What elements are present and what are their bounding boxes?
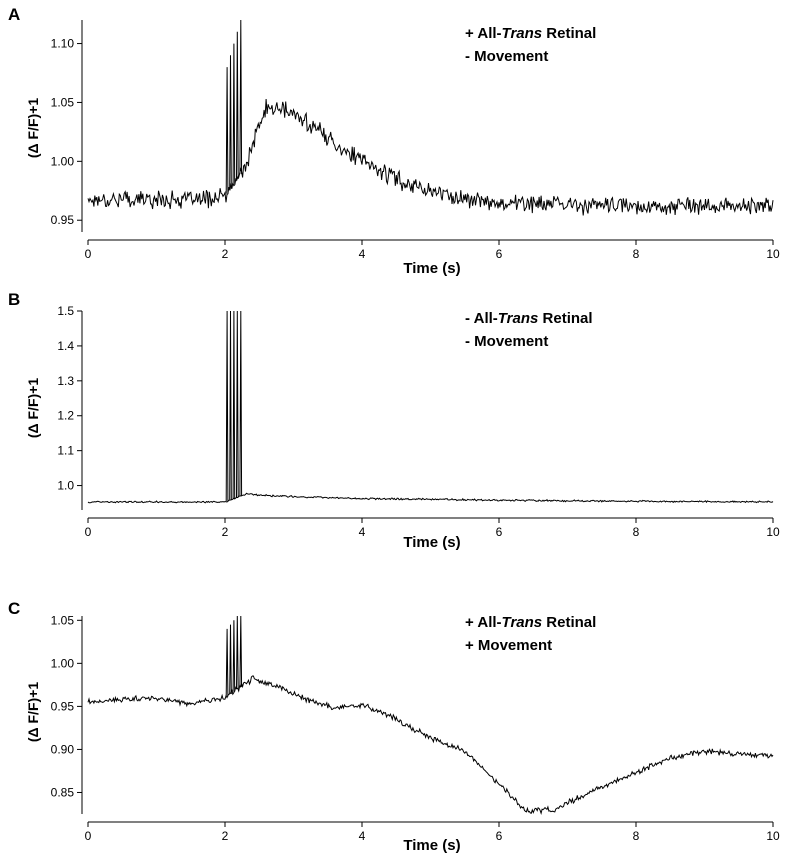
panel-a-y-tick-label: 1.10 <box>51 37 75 51</box>
panel-c-y-tick-label: 0.95 <box>51 699 75 713</box>
panel-c-stim-spike <box>239 615 243 687</box>
panel-b-trace <box>87 310 774 504</box>
panel-b-axes: 0 2 4 6 8 10 1.0 1.1 1.2 1.3 1.4 1.5 <box>57 304 780 539</box>
panel-a-stim-spike <box>225 67 229 194</box>
panel-c-stim-spike <box>225 628 229 697</box>
panel-b-legend-retinal: - All-Trans Retinal <box>465 310 593 327</box>
panel-c-stim-spike <box>229 624 232 695</box>
panel-c-x-tick-label: 8 <box>633 829 640 843</box>
panel-a-legend-movement: - Movement <box>465 48 548 65</box>
panel-b-legend-movement: - Movement <box>465 333 548 350</box>
panel-c-letter: C <box>8 599 20 618</box>
panel-c-y-tick-label: 1.00 <box>51 656 75 670</box>
panel-a-stim-spike <box>232 43 236 184</box>
panel-c: C 0 2 4 6 8 10 0.85 0.90 0.95 1.00 1.05 + All-Tran… <box>8 599 780 854</box>
panel-c-stim-spike <box>236 615 239 690</box>
panel-c-y-tick-label: 0.85 <box>51 785 75 799</box>
panel-a-trace <box>87 19 774 216</box>
panel-b-y-tick-label: 1.3 <box>57 374 74 388</box>
panel-a-y-tick-label: 0.95 <box>51 213 75 227</box>
panel-a-stim-spike <box>239 19 243 175</box>
panel-b-stim-spike <box>236 310 239 498</box>
panel-b-x-tick-label: 2 <box>222 525 229 539</box>
panel-c-y-tick-label: 1.05 <box>51 613 75 627</box>
panel-c-xlabel: Time (s) <box>403 837 460 854</box>
panel-c-legend-movement: + Movement <box>465 637 552 654</box>
panel-c-legend-retinal: + All-Trans Retinal <box>465 614 596 631</box>
panel-c-stim-spike <box>232 620 236 692</box>
panel-b-y-tick-label: 1.5 <box>57 304 74 318</box>
panel-a-stim-spike <box>229 55 232 189</box>
panel-a-letter: A <box>8 5 20 24</box>
panel-b-x-tick-label: 4 <box>359 525 366 539</box>
panel-b-letter: B <box>8 290 20 309</box>
panel-a-trace-line <box>87 98 774 216</box>
panel-b-x-tick-label: 0 <box>85 525 92 539</box>
panel-a-y-tick-label: 1.05 <box>51 95 75 109</box>
panel-b-x-tick-label: 10 <box>766 525 780 539</box>
panel-c-x-tick-label: 6 <box>496 829 503 843</box>
panel-c-x-tick-label: 10 <box>766 829 780 843</box>
panel-a: A 0 2 4 6 8 10 0.95 1.00 1.05 1.10 + All-Trans Re… <box>8 5 780 277</box>
panel-b-y-tick-label: 1.2 <box>57 409 74 423</box>
panel-a-x-tick-label: 4 <box>359 247 366 261</box>
panel-b-y-tick-label: 1.0 <box>57 479 74 493</box>
panel-c-ylabel: (Δ F/F)+1 <box>25 682 41 742</box>
panel-b-x-tick-label: 6 <box>496 525 503 539</box>
panel-b-y-tick-label: 1.4 <box>57 339 74 353</box>
panel-a-stim-spike <box>236 31 239 180</box>
panel-c-axes: 0 2 4 6 8 10 0.85 0.90 0.95 1.00 1.05 <box>51 613 780 843</box>
panel-a-y-tick-label: 1.00 <box>51 154 75 168</box>
panel-b-stim-spike <box>239 310 243 497</box>
panel-b: B 0 2 4 6 8 10 1.0 1.1 1.2 1.3 1.4 1.5 - All-Trans … <box>8 290 780 551</box>
panel-a-x-tick-label: 2 <box>222 247 229 261</box>
panel-a-ylabel: (Δ F/F)+1 <box>25 98 41 158</box>
panel-b-stim-spike <box>225 310 229 502</box>
panel-a-axes: 0 2 4 6 8 10 0.95 1.00 1.05 1.10 <box>51 20 780 261</box>
panel-a-x-tick-label: 8 <box>633 247 640 261</box>
panel-b-ylabel: (Δ F/F)+1 <box>25 378 41 438</box>
panel-c-x-tick-label: 0 <box>85 829 92 843</box>
panel-a-x-tick-label: 0 <box>85 247 92 261</box>
panel-a-legend-retinal: + All-Trans Retinal <box>465 25 596 42</box>
panel-a-xlabel: Time (s) <box>403 260 460 277</box>
panel-c-x-tick-label: 4 <box>359 829 366 843</box>
panel-b-trace-line <box>87 492 774 504</box>
panel-c-x-tick-label: 2 <box>222 829 229 843</box>
panel-b-stim-spike <box>229 310 232 500</box>
panel-c-trace-line <box>87 675 774 815</box>
panel-c-trace <box>87 615 774 815</box>
panel-b-y-tick-label: 1.1 <box>57 444 74 458</box>
panel-a-x-tick-label: 10 <box>766 247 780 261</box>
panel-b-x-tick-label: 8 <box>633 525 640 539</box>
panel-c-y-tick-label: 0.90 <box>51 742 75 756</box>
panel-a-x-tick-label: 6 <box>496 247 503 261</box>
panel-b-xlabel: Time (s) <box>403 534 460 551</box>
panel-b-stim-spike <box>232 310 236 499</box>
